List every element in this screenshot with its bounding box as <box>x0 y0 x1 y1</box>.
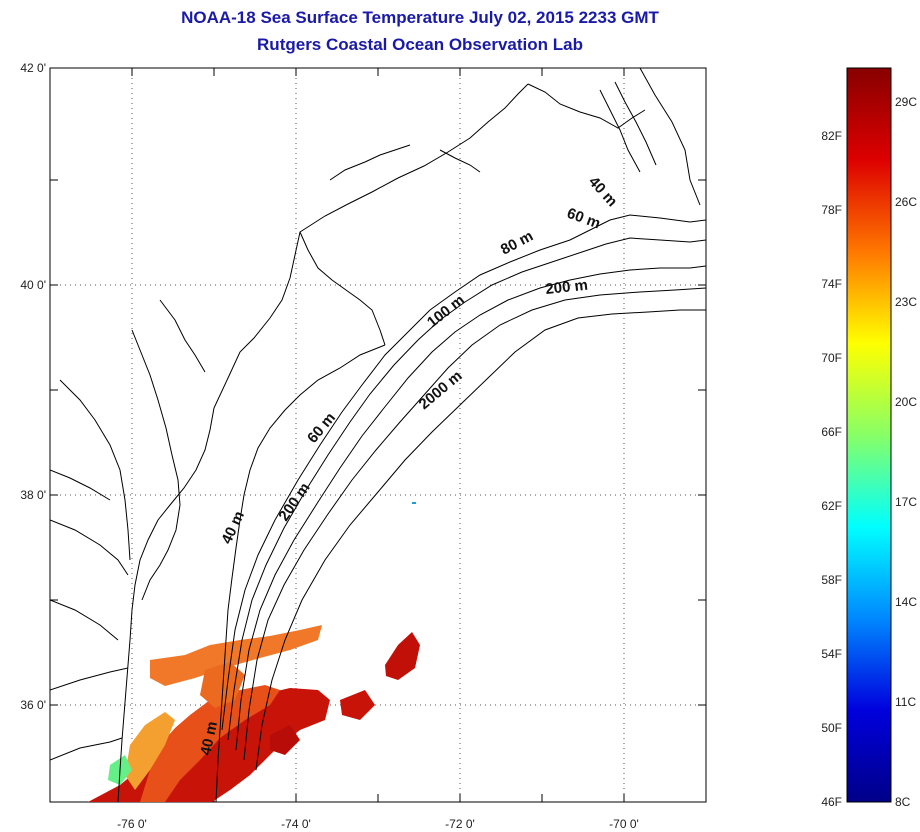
colorbar: 82F 78F 74F 70F 66F 62F 58F 54F 50F 46F … <box>821 67 917 809</box>
lon-label: -72 0' <box>445 817 475 831</box>
colorbar-c-label: 29C <box>895 95 917 109</box>
map-title: NOAA-18 Sea Surface Temperature July 02,… <box>181 8 659 27</box>
colorbar-f-label: 74F <box>821 277 842 291</box>
colorbar-c-label: 8C <box>895 795 911 809</box>
colorbar-c-label: 23C <box>895 295 917 309</box>
colorbar-f-label: 66F <box>821 425 842 439</box>
coastline <box>50 68 701 802</box>
colorbar-f-label: 58F <box>821 573 842 587</box>
latitude-labels: 42 0' 40 0' 38 0' 36 0' <box>20 61 46 712</box>
map-frame <box>49 67 707 803</box>
colorbar-scale <box>846 67 892 803</box>
lat-label: 42 0' <box>20 61 46 75</box>
colorbar-f-label: 70F <box>821 351 842 365</box>
longitude-labels: -76 0' -74 0' -72 0' -70 0' <box>117 817 639 831</box>
lat-label: 38 0' <box>20 488 46 502</box>
lat-label: 36 0' <box>20 698 46 712</box>
lat-label: 40 0' <box>20 278 46 292</box>
colorbar-f-label: 82F <box>821 129 842 143</box>
colorbar-c-label: 26C <box>895 195 917 209</box>
colorbar-c-label: 14C <box>895 595 917 609</box>
isobath-contours <box>221 81 706 771</box>
sst-data <box>88 502 420 802</box>
lon-label: -70 0' <box>609 817 639 831</box>
colorbar-f-labels: 82F 78F 74F 70F 66F 62F 58F 54F 50F 46F <box>821 129 842 809</box>
isobath-label: 200 m <box>545 277 589 298</box>
lon-label: -74 0' <box>281 817 311 831</box>
isobath-label: 40 m <box>197 720 221 757</box>
colorbar-c-label: 11C <box>895 695 916 709</box>
colorbar-f-label: 50F <box>821 721 842 735</box>
map-subtitle: Rutgers Coastal Ocean Observation Lab <box>257 35 583 54</box>
colorbar-c-labels: 29C 26C 23C 20C 17C 14C 11C 8C <box>895 95 917 809</box>
colorbar-f-label: 54F <box>821 647 842 661</box>
colorbar-c-label: 20C <box>895 395 917 409</box>
lon-label: -76 0' <box>117 817 147 831</box>
colorbar-f-label: 78F <box>821 203 842 217</box>
colorbar-f-label: 46F <box>821 795 842 809</box>
colorbar-f-label: 62F <box>821 499 842 513</box>
colorbar-c-label: 17C <box>895 495 917 509</box>
